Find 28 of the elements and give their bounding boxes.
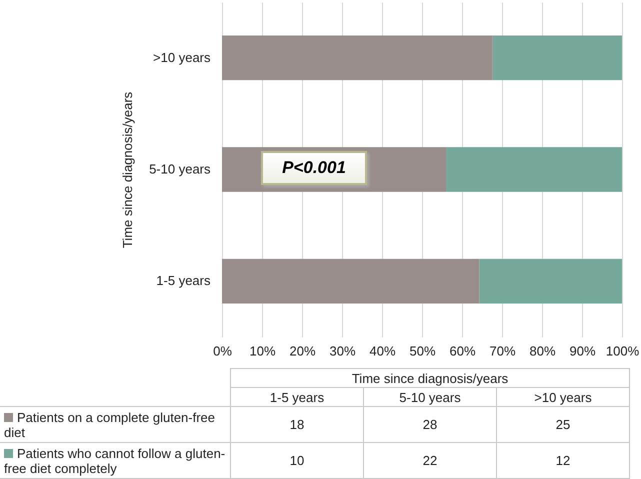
x-tick-label: 90% bbox=[569, 344, 596, 358]
y-tick-label: 1-5 years bbox=[156, 273, 211, 288]
category-label: >10 years bbox=[534, 390, 592, 404]
x-tick-label: 10% bbox=[249, 344, 276, 358]
text: 25 bbox=[496, 406, 630, 442]
legend-label: Patients who cannot follow a gluten-free diet completely bbox=[0, 442, 230, 478]
y-axis-title: Time since diagnosis/years bbox=[120, 91, 136, 248]
x-tick-label: 40% bbox=[369, 344, 396, 358]
category-label: 1-5 years bbox=[270, 390, 324, 404]
x-tick-label: 100% bbox=[606, 344, 640, 358]
x-tick-label: 60% bbox=[449, 344, 476, 358]
x-tick-label: 70% bbox=[489, 344, 516, 358]
category-label: 5-10 years bbox=[399, 390, 461, 404]
annotation: P<0.001 bbox=[261, 150, 367, 184]
text: 12 bbox=[496, 442, 630, 478]
x-tick-label: 30% bbox=[329, 344, 356, 358]
text: 10 bbox=[230, 442, 364, 478]
x-tick-label: 20% bbox=[289, 344, 316, 358]
text: 22 bbox=[364, 442, 496, 478]
x-tick-label: 50% bbox=[409, 344, 436, 358]
y-tick-label: >10 years bbox=[153, 50, 211, 65]
text: 28 bbox=[364, 406, 496, 442]
legend-label: Patients on a complete gluten-free diet bbox=[0, 406, 230, 442]
x-tick-label: 0% bbox=[213, 344, 232, 358]
text: Time since diagnosis/years bbox=[230, 368, 630, 388]
x-tick-label: 80% bbox=[529, 344, 556, 358]
y-tick-label: 5-10 years bbox=[149, 162, 211, 176]
text: 18 bbox=[230, 406, 364, 442]
